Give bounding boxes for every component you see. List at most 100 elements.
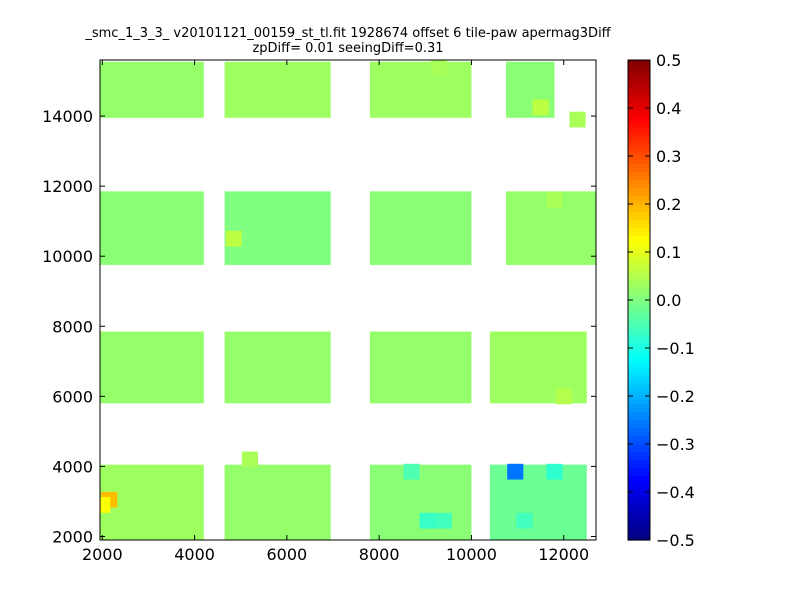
colorbar-segment	[628, 248, 650, 253]
colorbar-segment	[628, 460, 650, 465]
colorbar-segment	[628, 244, 650, 249]
heatmap-cell	[435, 512, 452, 529]
colorbar-segment	[628, 124, 650, 129]
colorbar-segment	[628, 288, 650, 293]
colorbar-segment	[628, 500, 650, 505]
colorbar-segment	[628, 352, 650, 357]
chart-subtitle: zpDiff= 0.01 seeingDiff=0.31	[252, 41, 443, 56]
colorbar-segment	[628, 164, 650, 169]
colorbar-segment	[628, 132, 650, 137]
colorbar-segment	[628, 408, 650, 413]
colorbar-segment	[628, 212, 650, 217]
chart-title: _smc_1_3_3_ v20101121_00159_st_tl.fit 19…	[84, 26, 611, 41]
x-tick-label: 2000	[82, 545, 123, 564]
colorbar-segment	[628, 184, 650, 189]
colorbar-segment	[628, 316, 650, 321]
colorbar-segment	[628, 68, 650, 73]
colorbar-segment	[628, 380, 650, 385]
colorbar-segment	[628, 332, 650, 337]
x-tick-label: 12000	[538, 545, 589, 564]
x-axis: 2000 4000 6000 8000 10000 12000	[82, 60, 589, 564]
colorbar-segment	[628, 516, 650, 521]
colorbar-tick-label: 0.3	[656, 147, 681, 166]
colorbar-segment	[628, 404, 650, 409]
colorbar-segment	[628, 428, 650, 433]
colorbar-segment	[628, 452, 650, 457]
colorbar-segment	[628, 444, 650, 449]
heatmap-cell	[403, 463, 420, 480]
colorbar-segment	[628, 268, 650, 273]
colorbar-ticks: 0.5 0.4 0.3 0.2 0.1 0.0 −0.1 −0.2 −0.3 −0.4 −0.5	[628, 51, 695, 550]
y-tick-label: 2000	[52, 527, 93, 546]
colorbar-segment	[628, 252, 650, 257]
colorbar-segment	[628, 448, 650, 453]
heatmap-cell	[241, 451, 259, 468]
colorbar-segment	[628, 440, 650, 445]
colorbar-segment	[628, 312, 650, 317]
colorbar-segment	[628, 120, 650, 125]
colorbar-segment	[628, 304, 650, 309]
heatmap-cell	[419, 512, 436, 529]
colorbar-segment	[628, 236, 650, 241]
colorbar-segment	[628, 188, 650, 193]
heatmap-cell	[546, 192, 563, 209]
y-tick-label: 6000	[52, 387, 93, 406]
colorbar-segment	[628, 108, 650, 113]
colorbar-segment	[628, 92, 650, 97]
colorbar-segment	[628, 436, 650, 441]
colorbar-segment	[628, 348, 650, 353]
colorbar-segment	[628, 420, 650, 425]
heatmap-cell	[516, 512, 533, 529]
x-tick-label: 6000	[267, 545, 308, 564]
colorbar-segment	[628, 76, 650, 81]
colorbar-segment	[628, 384, 650, 389]
colorbar-segment	[628, 232, 650, 237]
colorbar-segment	[628, 400, 650, 405]
colorbar-segment	[628, 360, 650, 365]
heatmap-cell	[532, 99, 549, 116]
heatmap-block	[224, 464, 331, 540]
colorbar-segment	[628, 292, 650, 297]
heatmap-block	[489, 331, 587, 404]
colorbar-segment	[628, 96, 650, 101]
y-tick-label: 10000	[42, 247, 93, 266]
heatmap-block	[224, 61, 331, 118]
colorbar-segment	[628, 492, 650, 497]
colorbar-segment	[628, 368, 650, 373]
colorbar-segment	[628, 412, 650, 417]
colorbar-segment	[628, 140, 650, 145]
colorbar-segment	[628, 204, 650, 209]
x-tick-label: 4000	[174, 545, 215, 564]
colorbar-segment	[628, 432, 650, 437]
x-tick-label: 8000	[359, 545, 400, 564]
colorbar-segment	[628, 100, 650, 105]
colorbar-segment	[628, 168, 650, 173]
heatmap-block	[489, 464, 587, 540]
heatmap-cell	[100, 497, 111, 513]
colorbar-segment	[628, 388, 650, 393]
colorbar-tick-label: 0.5	[656, 51, 681, 70]
colorbar-segment	[628, 160, 650, 165]
colorbar-segment	[628, 468, 650, 473]
colorbar-segment	[628, 144, 650, 149]
colorbar-segment	[628, 496, 650, 501]
colorbar-segment	[628, 220, 650, 225]
colorbar-segment	[628, 152, 650, 157]
colorbar-segment	[628, 240, 650, 245]
colorbar-tick-label: −0.1	[656, 339, 695, 358]
colorbar-segment	[628, 72, 650, 77]
colorbar-segment	[628, 276, 650, 281]
heatmap-block	[369, 191, 472, 265]
colorbar-segment	[628, 196, 650, 201]
heatmap-cell	[569, 111, 586, 128]
colorbar-tick-label: 0.4	[656, 99, 681, 118]
colorbar-segment	[628, 200, 650, 205]
heatmap-block	[100, 331, 204, 404]
heatmap-cell	[555, 388, 572, 405]
heatmap-block	[100, 61, 204, 118]
colorbar-segment	[628, 488, 650, 493]
heatmap-cell	[431, 60, 448, 75]
colorbar-segment	[628, 284, 650, 289]
colorbar-segment	[628, 116, 650, 121]
